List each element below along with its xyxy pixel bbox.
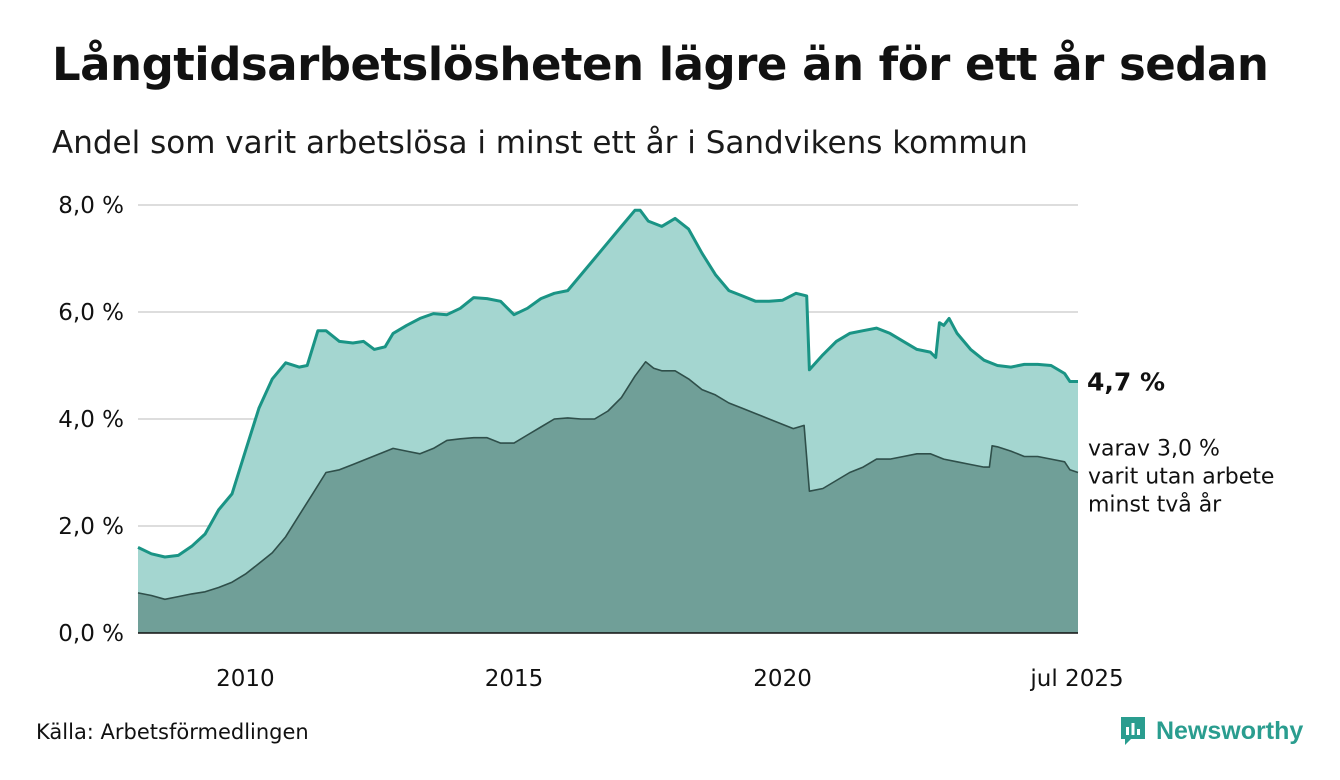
x-tick-label: 2010 <box>216 666 275 692</box>
brand-name: Newsworthy <box>1156 716 1304 745</box>
newsworthy-logo-icon <box>1121 717 1145 745</box>
y-tick-label: 0,0 % <box>58 621 124 647</box>
page-subtitle: Andel som varit arbetslösa i minst ett å… <box>52 125 1028 161</box>
sub-value-label: varav 3,0 % varit utan arbete minst två … <box>1088 437 1274 518</box>
y-tick-label: 4,0 % <box>58 407 124 433</box>
x-axis-ticks: 2010 2015 2020 jul 2025 <box>216 666 1123 692</box>
long-term-unemployed-area-line <box>137 208 1078 559</box>
page-title: Långtidsarbetslösheten lägre än för ett … <box>52 38 1269 91</box>
sub-label-line-3: minst två år <box>1088 492 1222 518</box>
x-tick-label: 2015 <box>485 666 544 692</box>
x-tick-label: jul 2025 <box>1029 666 1123 692</box>
y-tick-label: 2,0 % <box>58 514 124 540</box>
x-tick-label: 2020 <box>753 666 812 692</box>
y-tick-label: 6,0 % <box>58 300 124 326</box>
end-value-label: 4,7 % <box>1087 368 1165 397</box>
over-two-years-area <box>138 361 1078 633</box>
y-tick-label: 8,0 % <box>58 193 124 219</box>
source-note: Källa: Arbetsförmedlingen <box>36 720 309 744</box>
sub-label-line-2: varit utan arbete <box>1088 465 1274 490</box>
brand-logo: Newsworthy <box>1118 714 1303 748</box>
sub-label-line-1: varav 3,0 % <box>1088 437 1220 462</box>
over-two-years-area-line <box>137 361 1079 601</box>
y-axis-ticks: 0,0 % 2,0 % 4,0 % 6,0 % 8,0 % <box>58 193 124 647</box>
chart-series <box>137 208 1079 634</box>
